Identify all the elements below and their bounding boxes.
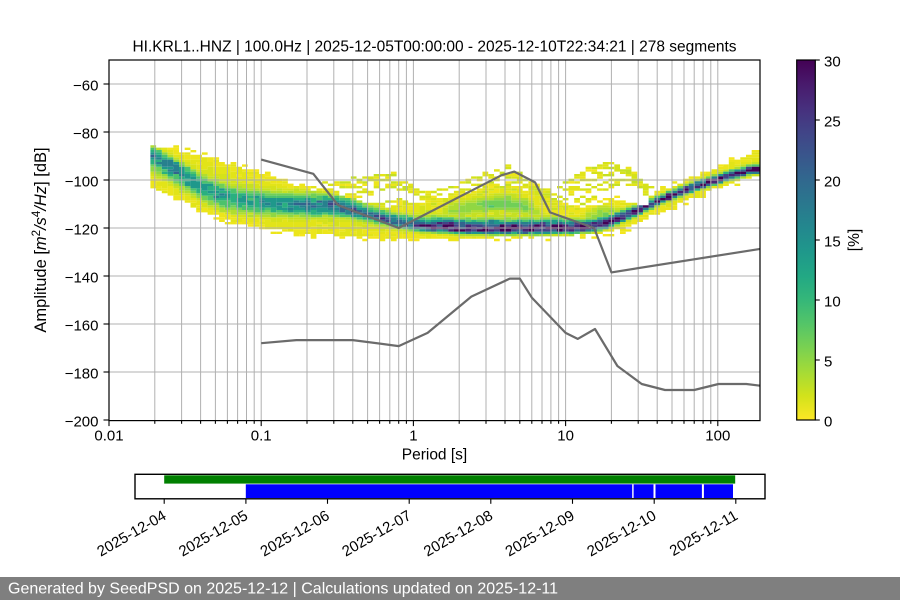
svg-text:−80: −80 (73, 126, 98, 143)
svg-text:−160: −160 (65, 318, 99, 335)
svg-text:−200: −200 (65, 414, 99, 431)
svg-text:10: 10 (557, 428, 574, 445)
svg-text:100: 100 (705, 428, 730, 445)
svg-text:−140: −140 (65, 270, 99, 287)
svg-text:0.1: 0.1 (251, 428, 272, 445)
svg-text:−180: −180 (65, 366, 99, 383)
svg-text:30: 30 (824, 54, 841, 71)
svg-text:−60: −60 (73, 78, 98, 95)
svg-text:Amplitude [m2/s4/Hz] [dB]: Amplitude [m2/s4/Hz] [dB] (31, 147, 50, 332)
svg-text:−120: −120 (65, 222, 99, 239)
svg-text:5: 5 (824, 354, 832, 371)
svg-text:[%]: [%] (846, 229, 863, 251)
svg-text:0.01: 0.01 (94, 428, 123, 445)
svg-text:HI.KRL1..HNZ | 100.0Hz | 2025-: HI.KRL1..HNZ | 100.0Hz | 2025-12-05T00:0… (132, 39, 736, 56)
svg-text:10: 10 (824, 294, 841, 311)
svg-text:25: 25 (824, 114, 841, 131)
svg-text:0: 0 (824, 414, 832, 431)
svg-text:15: 15 (824, 234, 841, 251)
svg-text:1: 1 (409, 428, 417, 445)
svg-text:Generated by SeedPSD on 2025-1: Generated by SeedPSD on 2025-12-12 | Cal… (8, 581, 558, 598)
svg-text:20: 20 (824, 174, 841, 191)
svg-text:Period [s]: Period [s] (402, 447, 467, 464)
svg-text:−100: −100 (65, 174, 99, 191)
